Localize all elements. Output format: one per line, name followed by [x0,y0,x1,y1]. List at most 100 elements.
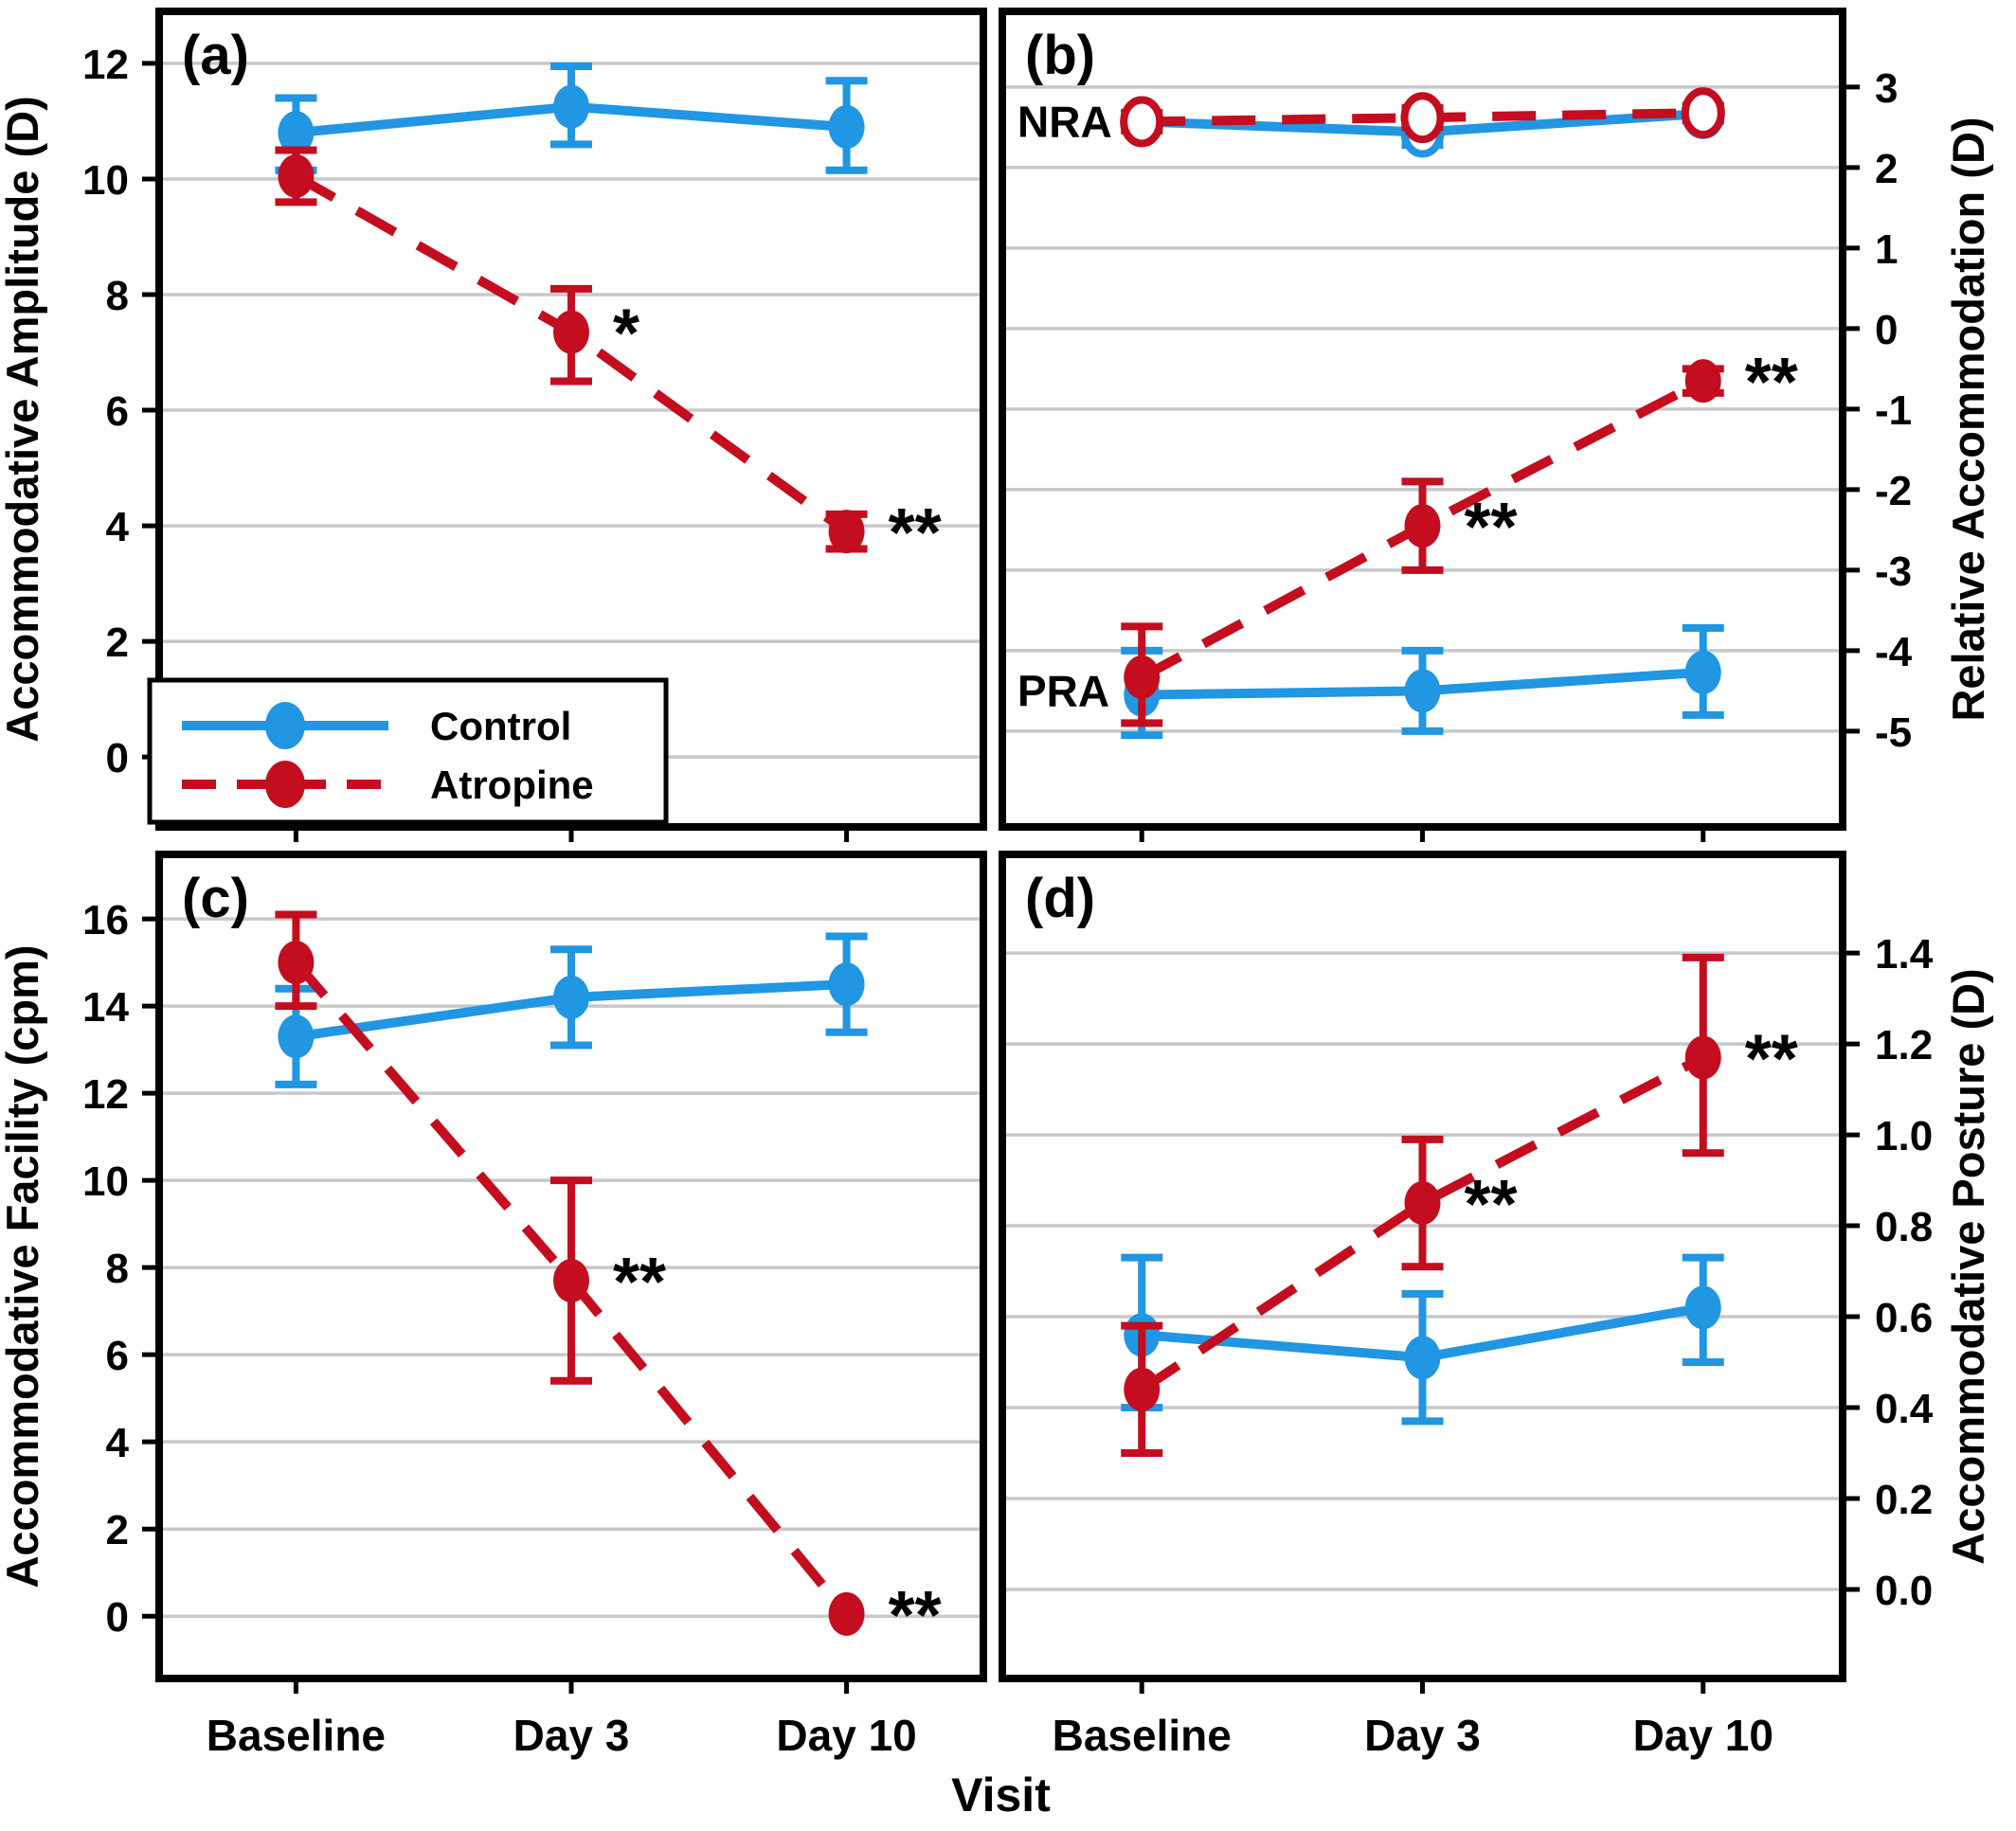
y-tick-label: 8 [106,273,129,319]
legend: Control Atropine [147,677,669,825]
significance-label: ** [889,495,942,571]
y-tick-label: 0.4 [1875,1386,1934,1432]
significance-label: ** [889,1578,942,1654]
y-tick-label: 16 [82,897,129,943]
series-atropine: *** [275,146,942,571]
series-control [275,932,868,1088]
data-point [1684,1285,1721,1330]
y-tick-label: 0.0 [1875,1568,1933,1614]
series-atropine: ** ** [275,910,942,1654]
y-tick-label: 6 [106,1333,129,1379]
x-axis-title: Visit [951,1768,1051,1822]
series-line [1139,1053,1706,1393]
y-tick-label: 14 [82,984,129,1031]
y-tick-label: -4 [1875,629,1913,675]
y-axis-title-a: Accommodative Amplitude (D) [0,96,47,742]
y-tick-label: -5 [1875,709,1912,756]
y-tick-label: 0 [1875,307,1898,353]
x-category-label: Baseline [1053,1711,1232,1760]
panel-d: ** ** 0.0 0.2 0.4 0.6 0.8 1.0 1.2 1.4 Baseline Day … [999,851,1993,1760]
y-axis-title-b: Relative Accommodation (D) [1943,117,1993,721]
data-point [1684,359,1721,404]
y-tick-label: 6 [106,388,129,435]
y-tick-label: -3 [1875,548,1912,595]
legend-marker [265,702,305,749]
significance-label: ** [1465,490,1518,565]
data-point [828,962,865,1007]
panel-letter: (c) [182,868,249,929]
series-atropine: ** ** [1121,953,1798,1457]
data-point [278,941,315,985]
y-tick-label: 10 [82,1158,129,1205]
data-point [1681,87,1725,139]
data-point [828,105,865,150]
annotation-pra: PRA [1017,666,1109,715]
y-tick-label: 2 [1875,146,1898,192]
data-point [553,1258,589,1302]
data-point [1684,1035,1721,1080]
significance-label: ** [1745,1022,1798,1098]
y-axis-title-c: Accommodative Facility (cpm) [0,944,47,1588]
y-tick-label: 0 [106,1594,129,1641]
y-tick-label: 3 [1875,65,1898,112]
x-category-label: Day 10 [1633,1711,1773,1760]
series-atropine-pra: ** ** [1121,345,1798,727]
y-tick-label: 2 [106,619,129,666]
y-tick-label: 0.2 [1875,1477,1933,1523]
panel-letter: (a) [182,25,249,86]
legend-label: Atropine [430,763,594,807]
significance-label: * [613,296,639,372]
annotation-nra: NRA [1017,97,1112,146]
x-category-label: Day 3 [513,1711,630,1760]
data-point [1404,1336,1441,1380]
y-tick-label: 8 [106,1246,129,1292]
data-point [1404,504,1441,548]
legend-box [147,677,669,825]
data-point [553,975,589,1019]
data-point [1404,1181,1441,1226]
panel-b: ** ** 3 2 1 0 -1 -2 -3 -4 -5 (b) NRA PRA Relative Acco… [999,8,1993,842]
y-tick-label: 2 [106,1507,129,1553]
y-tick-label: 0 [106,735,129,781]
data-point [553,84,589,129]
y-tick-label: 4 [106,1420,130,1466]
y-tick-label: 1.2 [1875,1022,1933,1068]
panel-c: ** ** 0 2 4 6 8 10 12 14 16 Baseline Day 3 Day 10 (c) A… [0,851,987,1760]
y-axis-title-d: Accommodative Posture (D) [1943,968,1993,1564]
data-point [1124,655,1161,699]
data-point [1404,669,1441,713]
y-tick-label: 1 [1875,226,1898,273]
data-point [828,1591,865,1636]
x-category-label: Baseline [207,1711,386,1760]
y-tick-label: 4 [106,504,130,550]
x-category-label: Day 10 [776,1711,916,1760]
panel-letter: (b) [1025,25,1095,86]
y-tick-label: 1.4 [1875,931,1934,978]
y-tick-label: 12 [82,1071,129,1118]
y-tick-label: 0.8 [1875,1204,1933,1250]
panel-letter: (d) [1025,868,1095,929]
data-point [1124,1367,1161,1411]
significance-label: ** [1465,1167,1518,1243]
legend-label: Control [430,704,571,748]
y-tick-label: -2 [1875,468,1912,514]
y-tick-label: 12 [82,42,129,88]
data-point [1400,92,1445,144]
x-category-label: Day 3 [1364,1711,1481,1760]
data-point [278,1014,315,1059]
data-point [828,510,865,554]
data-point [278,153,315,198]
legend-marker [265,761,305,808]
significance-label: ** [1745,345,1798,421]
significance-label: ** [613,1245,666,1320]
data-point [278,111,315,155]
y-tick-label: -1 [1875,387,1912,434]
y-tick-label: 10 [82,157,129,204]
data-point [1684,650,1721,694]
data-point [1120,96,1164,148]
series-atropine-nra [1120,87,1725,148]
